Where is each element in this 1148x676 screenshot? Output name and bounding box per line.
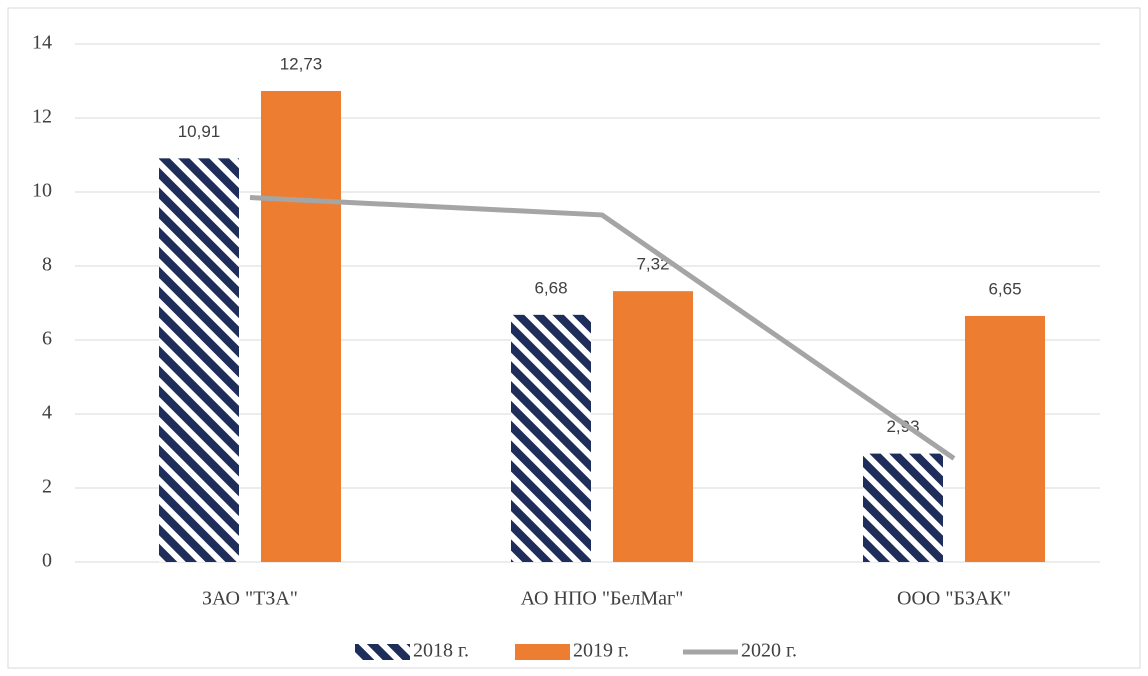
bar	[261, 90, 341, 563]
bar	[863, 453, 943, 562]
data-label: 6,68	[534, 278, 567, 297]
y-tick-label: 12	[32, 106, 52, 128]
bar	[159, 158, 239, 562]
y-tick-label: 6	[42, 328, 52, 350]
y-tick-label: 10	[32, 180, 52, 202]
y-tick-label: 2	[42, 476, 52, 498]
x-tick-label: ООО "БЗАК"	[897, 588, 1011, 610]
data-label: 6,65	[988, 279, 1021, 298]
y-tick-label: 0	[42, 550, 52, 572]
legend-swatch	[515, 644, 570, 660]
bar	[511, 314, 591, 562]
data-label: 7,32	[636, 255, 669, 274]
y-tick-label: 4	[42, 402, 52, 424]
legend-label: 2019 г.	[573, 640, 629, 662]
data-label: 12,73	[280, 54, 323, 73]
legend-swatch	[355, 644, 410, 660]
legend-label: 2020 г.	[741, 640, 797, 662]
bar	[965, 315, 1045, 562]
x-tick-label: ЗАО "ТЗА"	[202, 588, 298, 610]
line-series	[249, 195, 956, 461]
bar	[613, 291, 693, 562]
x-tick-label: АО НПО "БелМаг"	[521, 588, 684, 610]
y-tick-label: 8	[42, 254, 52, 276]
data-label: 10,91	[178, 122, 221, 141]
y-tick-label: 14	[32, 32, 52, 54]
legend-label: 2018 г.	[413, 640, 469, 662]
